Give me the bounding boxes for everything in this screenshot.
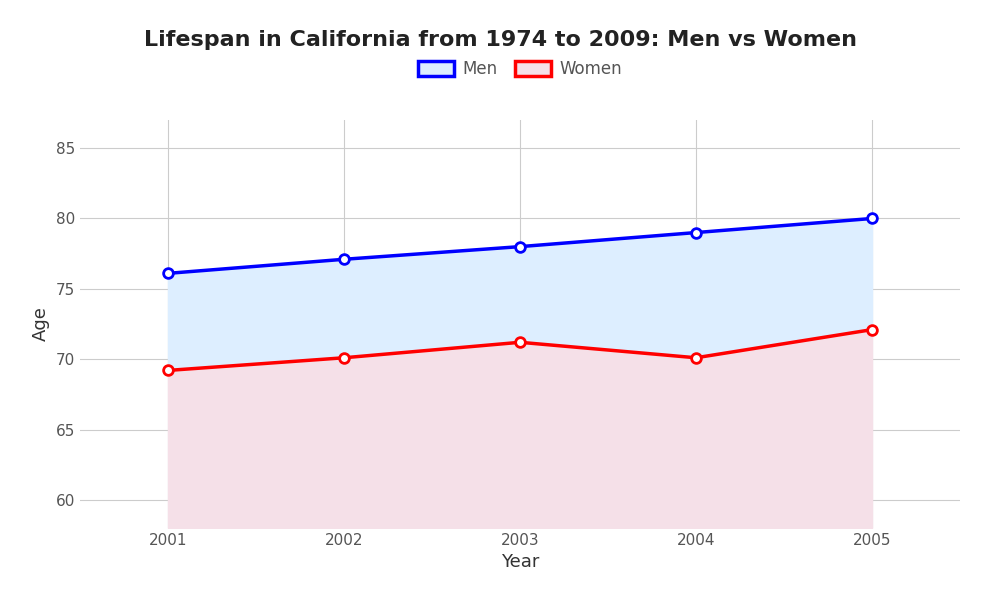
X-axis label: Year: Year <box>501 553 539 571</box>
Text: Lifespan in California from 1974 to 2009: Men vs Women: Lifespan in California from 1974 to 2009… <box>144 30 856 50</box>
Legend: Men, Women: Men, Women <box>413 55 627 83</box>
Y-axis label: Age: Age <box>32 307 50 341</box>
